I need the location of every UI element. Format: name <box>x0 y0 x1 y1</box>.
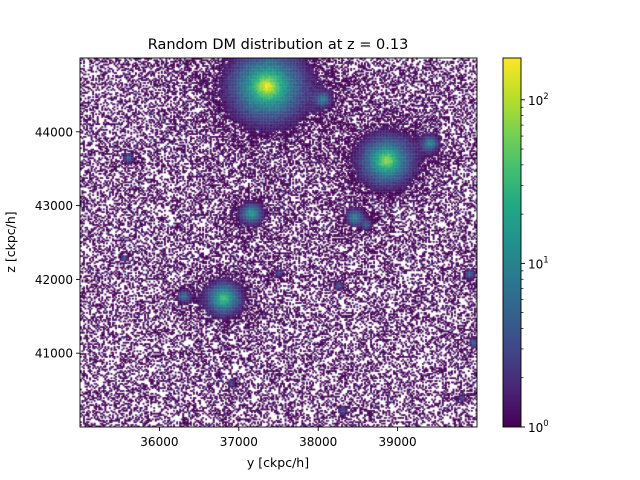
x-axis-label: y [ckpc/h] <box>247 455 309 470</box>
colorbar-tick-label: 100 <box>528 419 549 435</box>
y-tick-label: 44000 <box>35 125 73 139</box>
colorbar-tick-label: 101 <box>528 255 549 271</box>
x-tick-label: 38000 <box>299 435 337 449</box>
plot-area <box>79 57 478 428</box>
colorbar: 100 101 102 <box>502 57 549 435</box>
colorbar-ticks: 100 101 102 <box>521 92 549 435</box>
chart-title: Random DM distribution at z = 0.13 <box>148 37 409 53</box>
y-tick-label: 43000 <box>35 199 73 213</box>
x-tick-label: 39000 <box>379 435 417 449</box>
y-axis-label: z [ckpc/h] <box>3 211 18 272</box>
x-tick-label: 37000 <box>220 435 258 449</box>
x-axis: 36000 37000 38000 39000 <box>140 427 417 449</box>
heatmap-image <box>80 58 477 427</box>
plot-frame <box>79 57 478 428</box>
x-tick-label: 36000 <box>140 435 178 449</box>
y-axis: 41000 42000 43000 44000 <box>35 125 80 361</box>
colorbar-gradient <box>502 57 522 428</box>
y-tick-label: 41000 <box>35 347 73 361</box>
colorbar-tick-label: 102 <box>528 92 549 108</box>
y-tick-label: 42000 <box>35 273 73 287</box>
